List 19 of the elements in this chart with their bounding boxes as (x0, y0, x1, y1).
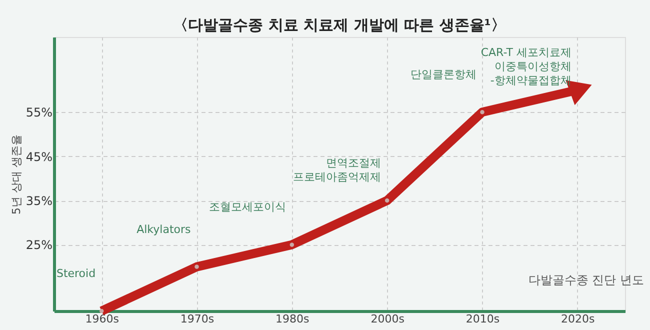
x-tick-label: 2010s (466, 312, 500, 326)
y-tick-label: 35% (26, 194, 52, 208)
x-tick-label: 1960s (85, 312, 120, 326)
y-tick-label: 45% (26, 150, 52, 164)
x-tick-label: 2000s (370, 312, 405, 326)
annotation: 단일클론항체 (410, 68, 476, 82)
annotation: Steroid (56, 267, 96, 280)
y-tick-label: 25% (26, 238, 52, 252)
y-tick-label: 55% (26, 106, 52, 120)
x-tick-label: 1980s (276, 312, 310, 326)
x-tick-label: 1970s (180, 312, 214, 326)
y-axis-title: 5년 상대 생존율 (10, 134, 23, 214)
annotation: 면역조절제 프로테아좀억제제 (293, 156, 382, 184)
annotation: CAR-T 세포치료제 이중특이성항체 -항체약물접합체 (480, 46, 572, 88)
annotation: 조혈모세포이식 (208, 200, 286, 214)
x-axis-title: 다발골수종 진단 년도 (528, 273, 644, 287)
chart-title: 〈다발골수종 치료 치료제 개발에 따른 생존율¹〉 (173, 16, 506, 34)
x-tick-label: 2020s (561, 312, 596, 326)
annotation: Alkylators (136, 222, 192, 236)
